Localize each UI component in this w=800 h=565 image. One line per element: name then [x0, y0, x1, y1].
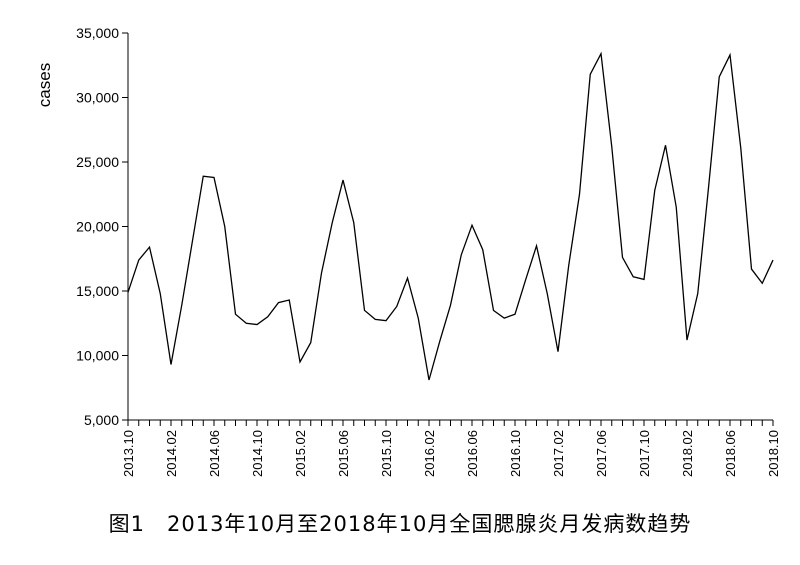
y-tick-label: 5,000 [84, 412, 119, 428]
x-tick-label: 2015.02 [293, 430, 308, 477]
figure-caption: 图1 2013年10月至2018年10月全国腮腺炎月发病数趋势 [108, 512, 692, 536]
x-tick-label: 2018.02 [680, 430, 695, 477]
x-tick-label: 2017.02 [551, 430, 566, 477]
x-tick-label: 2014.02 [164, 430, 179, 477]
x-tick-label: 2016.10 [508, 430, 523, 477]
x-tick-label: 2017.10 [637, 430, 652, 477]
x-tick-label: 2014.10 [250, 430, 265, 477]
x-tick-label: 2015.06 [336, 430, 351, 477]
y-tick-label: 20,000 [76, 219, 119, 235]
x-axis: 2013.10 2014.02 2014.06 2014.10 2015.02 2015.… [121, 419, 781, 477]
x-tick-label: 2017.06 [594, 430, 609, 477]
x-tick-label: 2016.02 [422, 430, 437, 477]
y-tick-label: 25,000 [76, 154, 119, 170]
y-axis-label: cases [35, 63, 54, 107]
y-tick-label: 35,000 [76, 25, 119, 41]
x-tick-label: 2016.06 [465, 430, 480, 477]
y-tick-label: 30,000 [76, 90, 119, 106]
x-tick-label: 2018.10 [766, 430, 781, 477]
mumps-cases-line-chart: 5,000 10,000 15,000 20,000 25,000 30,000 35,00… [35, 25, 781, 477]
x-tick-label: 2015.10 [379, 430, 394, 477]
y-tick-label: 15,000 [76, 283, 119, 299]
series-line [127, 51, 774, 381]
x-tick-label: 2014.06 [207, 430, 222, 477]
x-tick-label: 2018.06 [723, 430, 738, 477]
y-axis: 5,000 10,000 15,000 20,000 25,000 30,000 35,00… [76, 25, 129, 428]
y-tick-label: 10,000 [76, 348, 119, 364]
x-tick-label: 2013.10 [121, 430, 136, 477]
